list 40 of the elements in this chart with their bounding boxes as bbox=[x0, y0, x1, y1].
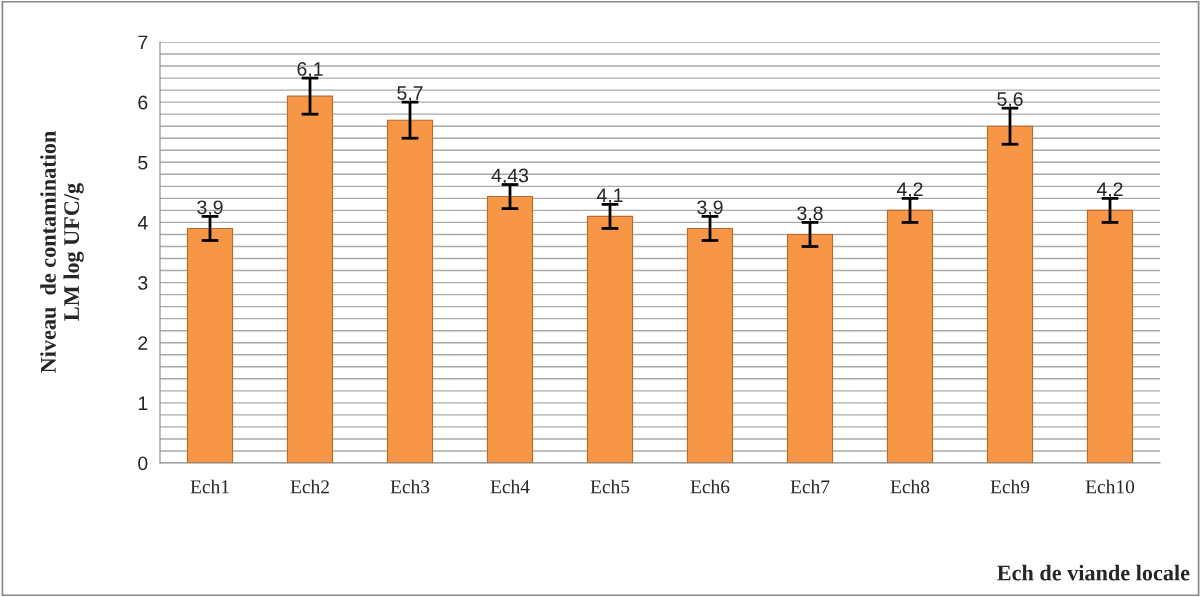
x-tick-label: Ech1 bbox=[190, 479, 229, 494]
y-tick-label: 6 bbox=[138, 95, 148, 110]
bar bbox=[886, 209, 934, 463]
x-tick-label: Ech2 bbox=[290, 479, 329, 494]
y-tick-label: 1 bbox=[138, 396, 148, 410]
data-label: 4,2 bbox=[1096, 182, 1123, 199]
data-label: 5,6 bbox=[997, 92, 1023, 109]
bar bbox=[386, 119, 434, 463]
x-tick-label: Ech5 bbox=[590, 479, 630, 494]
x-tick-label: Ech7 bbox=[790, 479, 830, 494]
bar bbox=[586, 215, 634, 463]
x-tick-label: Ech6 bbox=[690, 479, 730, 494]
bar bbox=[986, 125, 1034, 463]
data-label: 3,8 bbox=[797, 206, 823, 223]
y-tick-label: 7 bbox=[138, 35, 148, 50]
y-tick-label: 4 bbox=[137, 216, 148, 230]
data-label: 3,9 bbox=[197, 200, 223, 217]
x-tick-label: Ech4 bbox=[490, 479, 530, 494]
y-axis-title: Niveau de contamination LM log UFC/g bbox=[40, 131, 84, 373]
data-label: 4,2 bbox=[896, 182, 923, 199]
bar bbox=[286, 95, 334, 463]
bar bbox=[1086, 209, 1134, 463]
data-label: 4,1 bbox=[596, 188, 623, 205]
x-tick-label: Ech9 bbox=[990, 479, 1030, 494]
y-tick-label: 5 bbox=[138, 155, 148, 170]
data-label: 5,7 bbox=[397, 86, 423, 103]
x-tick-label: Ech3 bbox=[390, 479, 430, 494]
bar bbox=[486, 196, 534, 463]
x-axis-title: Ech de viande locale bbox=[997, 564, 1190, 581]
bar bbox=[786, 233, 834, 463]
y-tick-label: 0 bbox=[138, 456, 148, 471]
data-label: 3,9 bbox=[697, 200, 723, 217]
x-tick-label: Ech10 bbox=[1085, 479, 1135, 494]
bar bbox=[186, 227, 234, 463]
y-tick-label: 2 bbox=[138, 336, 148, 350]
y-tick-label: 3 bbox=[138, 276, 148, 290]
x-tick-label: Ech8 bbox=[890, 479, 930, 494]
bar bbox=[686, 227, 734, 463]
data-label: 4,43 bbox=[491, 168, 529, 185]
data-label: 6,1 bbox=[297, 62, 323, 79]
